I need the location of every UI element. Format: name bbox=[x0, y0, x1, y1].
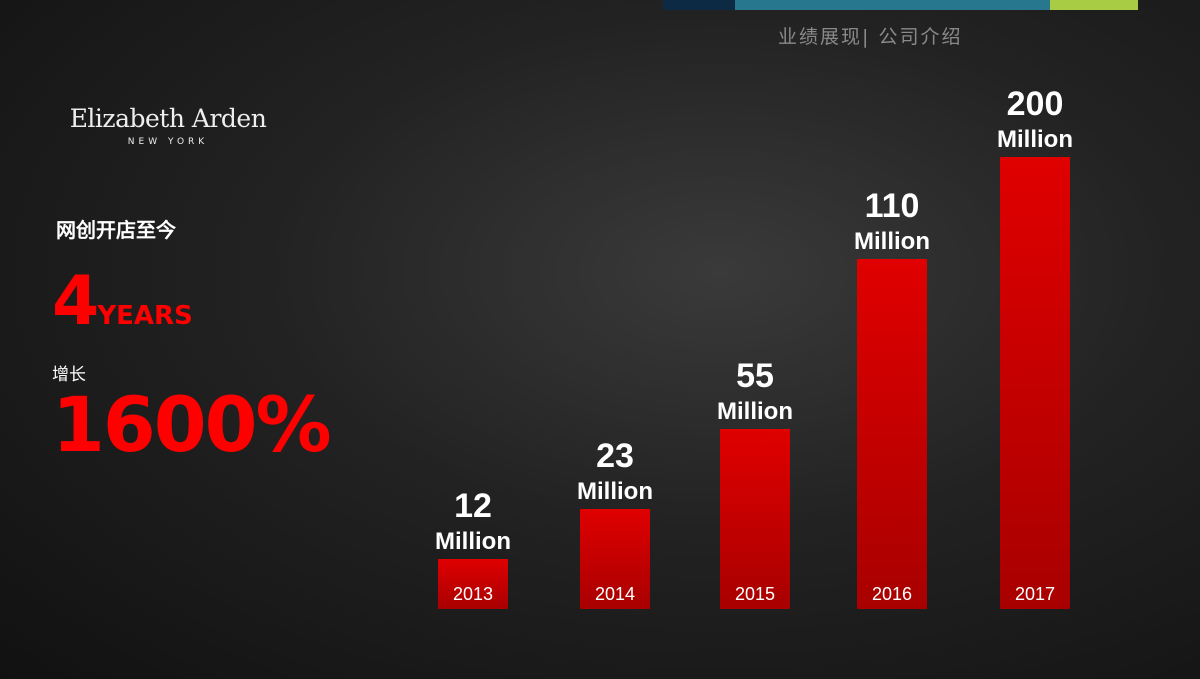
years-number: 4 bbox=[52, 262, 100, 341]
logo-name: Elizabeth Arden bbox=[69, 104, 267, 133]
color-segment bbox=[735, 0, 1050, 10]
value-label: 110 bbox=[865, 187, 920, 225]
value-label: 55 bbox=[736, 357, 774, 395]
since-label: 网创开店至今 bbox=[56, 218, 176, 242]
section-nav: 业绩展现| 公司介绍 bbox=[778, 26, 963, 48]
year-label: 2015 bbox=[735, 584, 775, 604]
years-unit: YEARS bbox=[97, 301, 193, 331]
unit-label: Million bbox=[435, 528, 511, 555]
years-stat: 4YEARS bbox=[52, 268, 193, 336]
year-label: 2017 bbox=[1015, 584, 1055, 604]
bar-2016 bbox=[857, 259, 927, 609]
value-label: 12 bbox=[454, 487, 492, 525]
brand-logo: Elizabeth Arden NEW YORK bbox=[62, 104, 274, 147]
growth-label: 增长 bbox=[52, 365, 86, 385]
year-label: 2014 bbox=[595, 584, 635, 604]
value-label: 200 bbox=[1007, 85, 1064, 123]
unit-label: Million bbox=[997, 126, 1073, 153]
bar-2013 bbox=[438, 559, 508, 609]
bar-2014 bbox=[580, 509, 650, 609]
year-label: 2013 bbox=[453, 584, 493, 604]
logo-city: NEW YORK bbox=[127, 137, 209, 147]
color-segment bbox=[663, 0, 735, 10]
unit-label: Million bbox=[717, 398, 793, 425]
header-color-bar bbox=[663, 0, 1138, 10]
bar-2015 bbox=[720, 429, 790, 609]
color-segment bbox=[1050, 0, 1138, 10]
unit-label: Million bbox=[577, 478, 653, 505]
bar-2017 bbox=[1000, 157, 1070, 609]
growth-value: 1600% bbox=[52, 380, 332, 469]
year-label: 2016 bbox=[872, 584, 912, 604]
value-label: 23 bbox=[596, 437, 634, 475]
unit-label: Million bbox=[854, 228, 930, 255]
